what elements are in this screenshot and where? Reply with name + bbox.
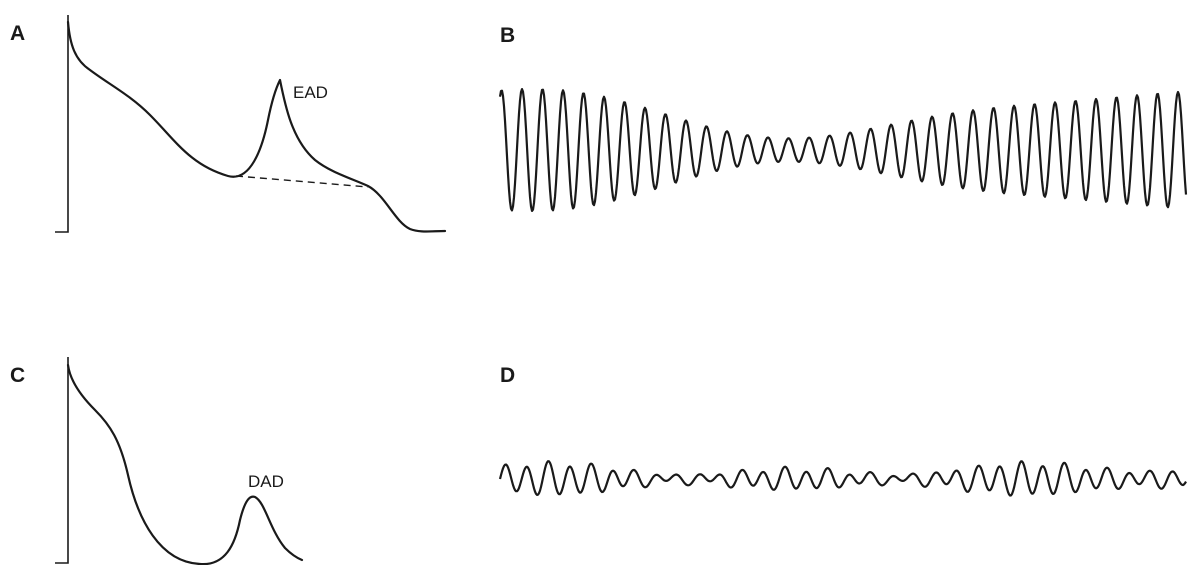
panel-b: B [498, 24, 1188, 212]
panel-c: C DAD [10, 357, 304, 565]
panel-a-axes [55, 15, 69, 233]
panel-a: A EAD [10, 15, 447, 233]
panel-d-label: D [500, 364, 515, 387]
panel-c-axes [55, 357, 69, 564]
panel-b-label: B [500, 24, 515, 47]
panel-a-action-potential-trace [66, 20, 447, 233]
panel-a-baseline-dashed [235, 175, 369, 188]
panel-a-label: A [10, 22, 25, 45]
panel-d: D [498, 364, 1187, 497]
panel-d-low-amplitude-ecg-trace [498, 460, 1187, 497]
panel-b-polymorphic-ecg-trace [498, 88, 1188, 212]
panel-c-action-potential-trace [66, 363, 304, 565]
panel-a-ead-label: EAD [293, 83, 328, 102]
panel-c-dad-label: DAD [248, 472, 284, 491]
panel-c-label: C [10, 364, 25, 387]
